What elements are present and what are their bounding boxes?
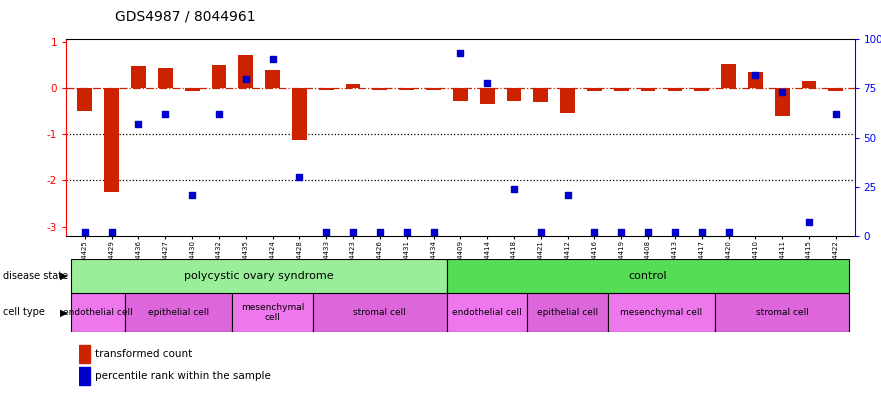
Text: stromal cell: stromal cell (353, 308, 406, 317)
Point (507, 185, 521, 192)
Point (748, 72, 762, 78)
Bar (158, 68, 173, 88)
Bar (722, 64, 736, 88)
Point (373, 229, 387, 235)
Text: polycystic ovary syndrome: polycystic ovary syndrome (184, 271, 334, 281)
Text: mesenchymal
cell: mesenchymal cell (241, 303, 304, 322)
Bar (78, 88, 93, 111)
Point (480, 79, 494, 86)
Bar (71, 293, 125, 332)
Bar (373, 88, 388, 90)
Point (265, 56, 279, 62)
Text: stromal cell: stromal cell (756, 308, 809, 317)
Bar (614, 88, 629, 91)
Bar (507, 88, 522, 101)
Bar (426, 88, 440, 90)
Bar (560, 88, 575, 113)
Point (614, 229, 628, 235)
Point (426, 229, 440, 235)
Bar (608, 293, 715, 332)
Bar (802, 81, 817, 88)
Bar (528, 293, 608, 332)
Bar (694, 88, 709, 91)
Bar (265, 70, 280, 88)
Text: ▶: ▶ (60, 271, 68, 281)
Point (159, 111, 173, 117)
Text: cell type: cell type (3, 307, 45, 318)
Point (694, 229, 708, 235)
Bar (131, 66, 146, 88)
Text: endothelial cell: endothelial cell (63, 308, 133, 317)
Bar (319, 88, 334, 90)
Bar (447, 259, 849, 293)
Text: epithelial cell: epithelial cell (148, 308, 210, 317)
Bar (292, 88, 307, 140)
Bar (79, 345, 90, 363)
Point (319, 229, 333, 235)
Bar (345, 84, 360, 88)
Point (588, 229, 602, 235)
Bar (587, 88, 602, 91)
Point (346, 229, 360, 235)
Text: epithelial cell: epithelial cell (537, 308, 598, 317)
Bar (399, 88, 414, 90)
Text: ▶: ▶ (60, 307, 68, 318)
Bar (233, 293, 313, 332)
Point (668, 229, 682, 235)
Point (775, 89, 789, 95)
Text: disease state: disease state (3, 271, 68, 281)
Bar (748, 72, 763, 88)
Bar (125, 293, 233, 332)
Bar (640, 88, 655, 91)
Bar (774, 88, 789, 116)
Bar (480, 88, 494, 104)
Point (560, 191, 574, 198)
Point (131, 121, 145, 127)
Point (802, 219, 816, 225)
Point (212, 111, 226, 117)
Text: control: control (629, 271, 668, 281)
Point (534, 229, 548, 235)
Point (185, 191, 199, 198)
Bar (447, 293, 528, 332)
Bar (239, 55, 253, 88)
Bar (533, 88, 548, 102)
Text: endothelial cell: endothelial cell (452, 308, 522, 317)
Bar (668, 88, 682, 91)
Bar (715, 293, 849, 332)
Bar (79, 367, 90, 385)
Bar (211, 65, 226, 88)
Point (105, 229, 119, 235)
Point (722, 229, 736, 235)
Text: percentile rank within the sample: percentile rank within the sample (95, 371, 270, 381)
Bar (104, 88, 119, 192)
Point (239, 75, 253, 82)
Text: GDS4987 / 8044961: GDS4987 / 8044961 (115, 10, 255, 24)
Bar (71, 259, 447, 293)
Point (641, 229, 655, 235)
Bar (828, 88, 843, 91)
Bar (313, 293, 447, 332)
Text: transformed count: transformed count (95, 349, 192, 359)
Bar (185, 88, 199, 91)
Point (292, 174, 307, 180)
Bar (453, 88, 468, 101)
Point (400, 229, 414, 235)
Point (78, 229, 92, 235)
Point (829, 111, 843, 117)
Point (453, 50, 467, 56)
Text: mesenchymal cell: mesenchymal cell (620, 308, 702, 317)
